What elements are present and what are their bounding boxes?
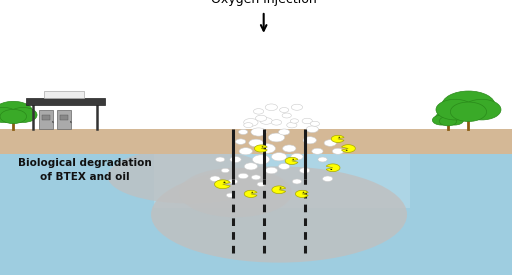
Text: Oxygen injection: Oxygen injection: [211, 0, 316, 6]
Circle shape: [257, 182, 265, 186]
Circle shape: [249, 139, 263, 147]
Wedge shape: [244, 190, 257, 197]
Circle shape: [251, 192, 253, 193]
Circle shape: [260, 118, 272, 124]
Bar: [57, 110, 71, 129]
Circle shape: [268, 133, 285, 142]
Circle shape: [226, 193, 234, 197]
Circle shape: [0, 109, 27, 123]
Circle shape: [280, 108, 289, 112]
Circle shape: [265, 104, 278, 111]
Circle shape: [279, 129, 290, 135]
Circle shape: [291, 104, 303, 110]
Wedge shape: [215, 180, 230, 189]
Circle shape: [436, 99, 474, 120]
Circle shape: [238, 173, 248, 179]
Circle shape: [346, 150, 348, 151]
Circle shape: [271, 120, 282, 125]
Ellipse shape: [179, 168, 292, 217]
Wedge shape: [331, 135, 344, 142]
Circle shape: [223, 182, 225, 183]
Circle shape: [0, 108, 17, 122]
Circle shape: [318, 157, 327, 162]
Wedge shape: [342, 145, 355, 152]
Circle shape: [239, 130, 248, 134]
Circle shape: [310, 121, 319, 126]
Circle shape: [252, 155, 270, 164]
Bar: [0, 0, 512, 129]
Circle shape: [239, 148, 252, 155]
Circle shape: [253, 109, 264, 114]
Bar: [26, 98, 105, 105]
Circle shape: [282, 113, 291, 118]
Wedge shape: [295, 190, 308, 197]
Bar: [0, 154, 512, 275]
Wedge shape: [285, 157, 298, 164]
Wedge shape: [272, 186, 286, 194]
Circle shape: [332, 148, 344, 154]
Circle shape: [283, 145, 296, 152]
Circle shape: [439, 116, 457, 126]
Circle shape: [323, 176, 333, 182]
Circle shape: [244, 123, 253, 128]
Circle shape: [230, 156, 241, 163]
Circle shape: [451, 102, 486, 122]
Circle shape: [244, 119, 258, 126]
Circle shape: [228, 179, 238, 184]
Circle shape: [330, 169, 332, 170]
Circle shape: [300, 168, 310, 173]
Circle shape: [265, 167, 278, 174]
Circle shape: [292, 179, 302, 184]
Circle shape: [244, 163, 258, 170]
Circle shape: [432, 115, 451, 125]
Circle shape: [306, 126, 318, 133]
Bar: [60, 116, 68, 120]
Circle shape: [303, 192, 304, 193]
Ellipse shape: [108, 148, 271, 204]
Circle shape: [236, 139, 246, 144]
Bar: [42, 116, 50, 120]
Circle shape: [0, 101, 33, 122]
Circle shape: [251, 175, 261, 180]
Circle shape: [221, 168, 229, 173]
Circle shape: [338, 137, 340, 138]
Text: Biological degradation
of BTEX and oil: Biological degradation of BTEX and oil: [17, 158, 152, 183]
Circle shape: [279, 163, 290, 169]
Circle shape: [302, 118, 312, 124]
Bar: [44, 91, 84, 98]
Circle shape: [257, 144, 275, 153]
Circle shape: [303, 137, 316, 144]
Circle shape: [291, 153, 303, 160]
Circle shape: [271, 153, 287, 161]
Circle shape: [287, 122, 297, 128]
Circle shape: [292, 159, 294, 160]
Circle shape: [9, 108, 37, 122]
Ellipse shape: [151, 166, 407, 263]
Wedge shape: [326, 164, 340, 172]
Circle shape: [312, 148, 323, 154]
Circle shape: [463, 99, 501, 120]
Circle shape: [262, 146, 263, 147]
Circle shape: [216, 157, 225, 162]
Circle shape: [251, 128, 266, 136]
Bar: [39, 110, 53, 129]
Circle shape: [442, 91, 495, 120]
Circle shape: [435, 111, 461, 125]
Circle shape: [324, 140, 336, 146]
Bar: [0, 129, 512, 154]
Bar: [154, 154, 410, 208]
Circle shape: [445, 115, 464, 125]
Circle shape: [210, 176, 220, 182]
Wedge shape: [254, 145, 267, 152]
Circle shape: [290, 119, 298, 123]
Circle shape: [255, 115, 267, 121]
